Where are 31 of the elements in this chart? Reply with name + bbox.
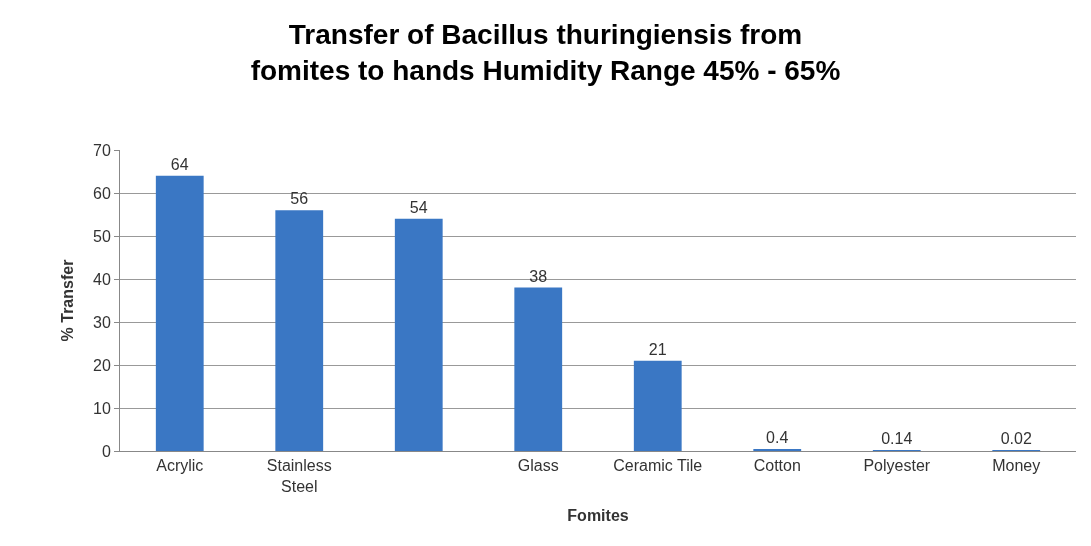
x-axis-title: Fomites — [567, 506, 629, 524]
bar — [394, 218, 443, 451]
chart-title: Transfer of Bacillus thuringiensis from fomites to hands Humidity Range 45% - 65% — [250, 18, 841, 87]
bar — [155, 175, 204, 451]
y-tick-label: 60 — [93, 184, 111, 202]
x-tick-label: Money — [992, 457, 1041, 475]
x-tick-label: Cotton — [753, 457, 801, 475]
data-label: 0.4 — [766, 429, 789, 446]
y-tick-label: 70 — [93, 141, 111, 159]
y-tick-label: 20 — [93, 356, 111, 374]
bar — [633, 360, 682, 451]
data-label: 38 — [529, 267, 548, 285]
x-tick-label: Polyester — [863, 457, 931, 475]
x-tick-label: Ceramic Tile — [613, 457, 703, 475]
y-tick-label: 0 — [101, 442, 111, 460]
data-label: 21 — [648, 340, 667, 358]
y-tick-label: 10 — [93, 399, 111, 417]
data-label: 0.02 — [1000, 430, 1032, 447]
x-tick-label: Glass — [517, 457, 559, 475]
data-label: 56 — [290, 190, 309, 208]
x-tick-label: Acrylic — [156, 457, 204, 475]
data-label: 54 — [409, 198, 428, 216]
bar — [514, 287, 563, 451]
y-tick-label: 30 — [93, 313, 111, 331]
y-tick-label: 40 — [93, 270, 111, 288]
y-axis-title: % Transfer — [58, 259, 76, 342]
data-label: 64 — [170, 155, 189, 173]
bar — [275, 210, 324, 451]
data-label: 0.14 — [881, 430, 913, 447]
x-tick-label: Stainless Steel — [266, 457, 332, 495]
y-tick-label: 50 — [93, 227, 111, 245]
